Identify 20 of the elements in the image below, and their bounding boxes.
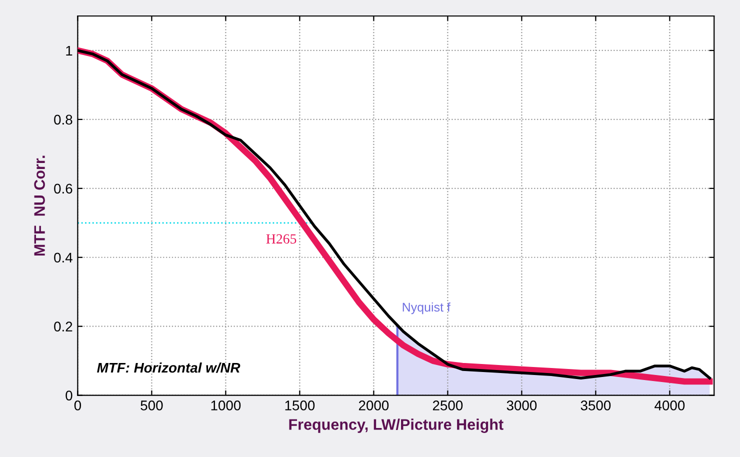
x-tick-label: 3500 (580, 400, 611, 410)
annotation: MTF: Horizontal w/NR (97, 362, 240, 373)
y-tick-label: 0.2 (54, 322, 72, 332)
series-label: H265 (266, 234, 296, 244)
y-tick-label: 0.6 (54, 184, 72, 194)
y-tick-label: 0.8 (54, 114, 72, 125)
y-tick-label: 0 (66, 390, 72, 400)
x-tick-label: 0 (74, 400, 82, 410)
x-tick-label: 500 (140, 400, 163, 410)
ref-line-label: Nyquist f (402, 302, 450, 314)
x-tick-label: 1500 (285, 400, 315, 410)
x-tick-label: 2000 (358, 400, 389, 410)
x-tick-label: 3000 (506, 400, 537, 410)
y-tick-label: 0.4 (54, 252, 72, 263)
x-tick-label: 4000 (654, 400, 685, 410)
x-axis-title: Frequency, LW/Picture Height (289, 418, 504, 433)
y-axis-title: MTF NU Corr. (34, 156, 45, 256)
x-tick-label: 2500 (432, 400, 463, 410)
y-tick-label: 1 (66, 46, 72, 56)
x-tick-label: 1000 (211, 400, 241, 410)
